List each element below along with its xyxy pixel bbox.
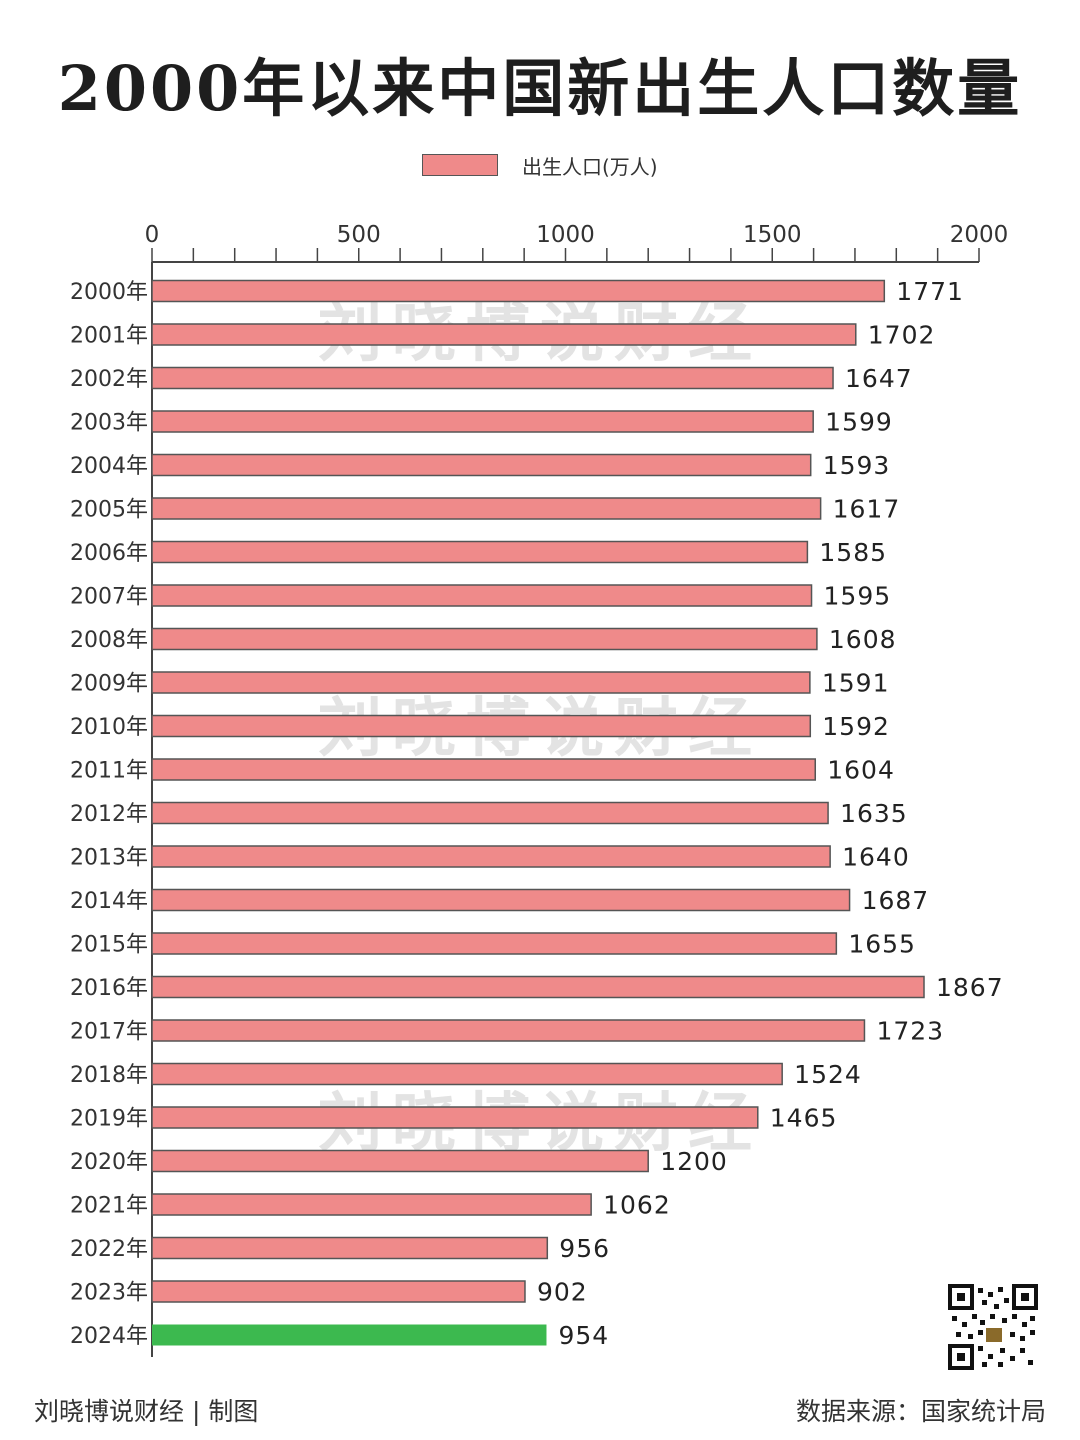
y-tick-label: 2016年: [70, 976, 148, 1001]
data-label: 1595: [824, 582, 892, 611]
y-tick-label: 2011年: [70, 759, 148, 784]
bar: [151, 932, 838, 955]
data-label: 1592: [822, 712, 890, 741]
y-tick-label: 2006年: [70, 541, 148, 566]
y-tick-label: 2023年: [70, 1281, 148, 1306]
bar: [151, 366, 834, 390]
x-tick-label: 500: [337, 222, 381, 248]
y-tick-label: 2019年: [70, 1107, 148, 1132]
bar: [151, 323, 857, 346]
bar: [151, 714, 812, 738]
data-label: 1647: [845, 364, 913, 393]
data-label: 1867: [936, 973, 1004, 1002]
bar: [151, 540, 809, 564]
bar: [151, 584, 813, 607]
bar: [151, 1193, 592, 1216]
y-tick-label: 2020年: [70, 1150, 148, 1175]
bar: [151, 758, 817, 781]
y-tick-label: 2022年: [70, 1237, 148, 1262]
footer-credit: 刘晓博说财经 | 制图: [34, 1397, 259, 1426]
bar: [151, 975, 925, 999]
data-label: 1655: [848, 930, 916, 959]
y-tick-label: 2009年: [70, 672, 148, 697]
data-label: 1593: [823, 451, 891, 480]
bar: [151, 1106, 759, 1129]
data-label: 1617: [833, 495, 901, 524]
y-tick-label: 2021年: [70, 1194, 148, 1219]
data-label: 1599: [825, 408, 893, 437]
data-label: 1524: [794, 1060, 862, 1089]
legend: 出生人口(万人): [422, 150, 658, 180]
data-label: 1591: [822, 669, 890, 698]
y-tick-label: 2004年: [70, 454, 148, 479]
legend-swatch: [422, 154, 498, 176]
y-tick-label: 2014年: [70, 889, 148, 914]
y-tick-label: 2005年: [70, 498, 148, 523]
data-label: 1465: [770, 1104, 838, 1133]
data-label: 1585: [819, 538, 887, 567]
bar: [151, 845, 831, 868]
y-tick-label: 2018年: [70, 1063, 148, 1088]
data-label: 1635: [840, 799, 908, 828]
y-tick-label: 2008年: [70, 628, 148, 653]
data-label: 1200: [660, 1147, 728, 1176]
chart-title: 2000年以来中国新出生人口数量: [57, 52, 1023, 125]
x-tick-label: 0: [145, 222, 160, 248]
data-label: 1723: [876, 1017, 944, 1046]
legend-label: 出生人口(万人): [522, 154, 658, 179]
bar: [151, 801, 829, 825]
bar: [151, 627, 818, 651]
bar: [151, 279, 886, 303]
bar: [151, 410, 814, 433]
data-label: 1608: [829, 625, 897, 654]
data-label: 1771: [896, 277, 964, 306]
y-tick-label: 2012年: [70, 802, 148, 827]
y-tick-label: 2001年: [70, 324, 148, 349]
y-tick-label: 2010年: [70, 715, 148, 740]
y-tick-label: 2000年: [70, 280, 148, 305]
bar: [151, 1236, 549, 1260]
bar: [152, 1324, 547, 1346]
y-tick-label: 2017年: [70, 1020, 148, 1045]
bar: [151, 1062, 783, 1086]
y-tick-label: 2002年: [70, 367, 148, 392]
data-label: 1687: [862, 886, 930, 915]
data-label: 1640: [842, 843, 910, 872]
y-tick-label: 2024年: [70, 1324, 148, 1349]
x-tick-label: 2000: [950, 222, 1009, 248]
bar: [151, 1149, 649, 1173]
data-label: 956: [559, 1234, 610, 1263]
data-label: 902: [537, 1278, 588, 1307]
bar: [151, 671, 811, 694]
data-label: 1702: [868, 321, 936, 350]
bar: [151, 888, 851, 912]
footer-source: 数据来源：国家统计局: [795, 1397, 1046, 1426]
data-label: 954: [558, 1321, 609, 1350]
y-tick-label: 2007年: [70, 585, 148, 610]
y-tick-label: 2003年: [70, 411, 148, 436]
y-tick-label: 2013年: [70, 846, 148, 871]
bar: [151, 1280, 526, 1303]
data-label: 1604: [827, 756, 895, 785]
bar: [151, 497, 822, 520]
bar: [151, 1019, 866, 1042]
qr-code-icon: [948, 1284, 1038, 1370]
data-label: 1062: [603, 1191, 671, 1220]
x-tick-label: 1500: [743, 222, 802, 248]
x-tick-label: 1000: [536, 222, 595, 248]
y-tick-label: 2015年: [70, 933, 148, 958]
bar: [151, 453, 812, 477]
